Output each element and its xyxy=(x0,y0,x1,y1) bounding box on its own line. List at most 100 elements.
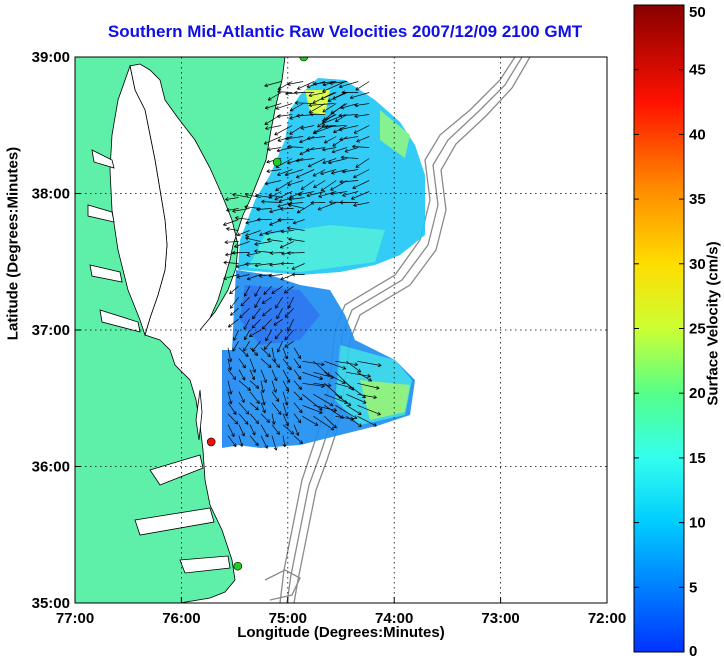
velocity-vector xyxy=(335,360,358,367)
velocity-vector xyxy=(284,329,294,341)
velocity-vector xyxy=(277,217,294,222)
velocity-vector xyxy=(260,435,268,449)
velocity-vector xyxy=(305,147,326,152)
velocity-vector xyxy=(271,285,283,294)
velocity-vector xyxy=(238,424,245,437)
velocity-vector xyxy=(254,297,261,308)
velocity-vector xyxy=(313,393,334,407)
velocity-vector xyxy=(271,391,280,402)
velocity-vector xyxy=(294,100,315,105)
velocity-vector xyxy=(227,402,237,415)
velocity-vector xyxy=(295,169,315,179)
velocity-vector xyxy=(335,394,352,407)
velocity-vector xyxy=(340,103,359,110)
velocity-vector xyxy=(277,136,293,142)
velocity-vector xyxy=(267,147,282,152)
velocity-vector xyxy=(238,358,246,369)
velocity-vector xyxy=(308,103,326,114)
velocity-vector xyxy=(227,413,239,425)
velocity-vector xyxy=(249,347,259,356)
velocity-vector xyxy=(267,92,282,101)
y-tick-label: 35:00 xyxy=(32,595,70,612)
velocity-vector xyxy=(322,81,346,93)
radar-stations xyxy=(206,57,309,571)
velocity-vector xyxy=(322,147,337,152)
velocity-vector xyxy=(260,369,267,383)
velocity-vector xyxy=(302,404,323,414)
velocity-vector xyxy=(282,369,291,383)
velocity-vector xyxy=(300,125,315,130)
velocity-vector xyxy=(353,169,370,179)
velocity-vector xyxy=(355,158,370,168)
velocity-vector xyxy=(293,435,303,444)
velocity-vector xyxy=(227,318,239,328)
velocity-vector xyxy=(354,103,370,108)
velocity-vector xyxy=(317,114,335,128)
x-tick-label: 73:00 xyxy=(481,610,519,627)
velocity-vector xyxy=(260,347,271,358)
radar-station-marker xyxy=(272,157,282,167)
velocity-vector xyxy=(274,329,283,340)
velocity-vector xyxy=(249,402,259,411)
velocity-vector xyxy=(230,307,239,316)
velocity-vector xyxy=(287,203,305,209)
colorbar-tick-label: 30 xyxy=(689,256,706,273)
velocity-vector xyxy=(249,435,259,447)
velocity-vector xyxy=(353,202,370,207)
chart-title: Southern Mid-Atlantic Raw Velocities 200… xyxy=(107,22,583,41)
velocity-vector xyxy=(225,197,239,202)
velocity-vector xyxy=(271,435,278,451)
velocity-vector xyxy=(249,391,260,405)
velocity-vector xyxy=(244,330,250,341)
velocity-vector xyxy=(255,193,272,198)
velocity-vector xyxy=(233,330,239,341)
velocity-vector xyxy=(293,380,302,390)
radar-station-marker xyxy=(233,561,243,571)
velocity-vector xyxy=(297,81,315,90)
velocity-vector xyxy=(293,347,302,360)
velocity-vector xyxy=(252,307,261,320)
colorbar-tick-label: 5 xyxy=(689,579,697,596)
velocity-vector xyxy=(284,169,304,177)
velocity-vector xyxy=(265,230,283,236)
velocity-vector xyxy=(340,155,359,160)
velocity-vector xyxy=(302,360,325,367)
velocity-vector xyxy=(227,435,237,448)
velocity-vector xyxy=(302,371,324,380)
velocity-vector xyxy=(263,340,272,350)
velocity-vector xyxy=(279,206,294,211)
velocity-vector xyxy=(261,318,272,330)
velocity-vector xyxy=(322,103,337,113)
velocity-vector xyxy=(300,180,315,190)
velocity-vector xyxy=(275,103,293,110)
velocity-vector xyxy=(288,197,305,202)
velocity-vector xyxy=(223,274,239,280)
velocity-vector xyxy=(271,380,277,393)
velocity-vector xyxy=(262,307,272,317)
velocity-vector xyxy=(356,136,370,143)
velocity-vector xyxy=(307,136,326,141)
velocity-vector xyxy=(271,402,282,415)
velocity-vector xyxy=(261,296,272,304)
velocity-vector xyxy=(318,191,337,198)
velocity-vector xyxy=(313,81,335,86)
velocity-vector xyxy=(276,308,283,320)
velocity-vector xyxy=(353,125,370,134)
velocity-vector xyxy=(334,114,348,123)
velocity-vector xyxy=(352,180,370,189)
velocity-vector xyxy=(320,180,337,192)
colorbar-tick-label: 20 xyxy=(689,385,706,402)
velocity-vector xyxy=(280,274,294,281)
velocity-vector xyxy=(238,380,251,391)
velocity-vector xyxy=(293,358,301,369)
velocity-vector xyxy=(282,424,295,435)
velocity-vector xyxy=(313,416,335,431)
velocity-vector xyxy=(342,169,359,174)
colorbar-tick-label: 10 xyxy=(689,515,706,532)
velocity-vector xyxy=(232,208,250,213)
velocity-vector xyxy=(245,262,261,267)
velocity-vector xyxy=(260,402,266,414)
velocity-vector xyxy=(357,372,373,382)
velocity-vector xyxy=(234,216,250,220)
